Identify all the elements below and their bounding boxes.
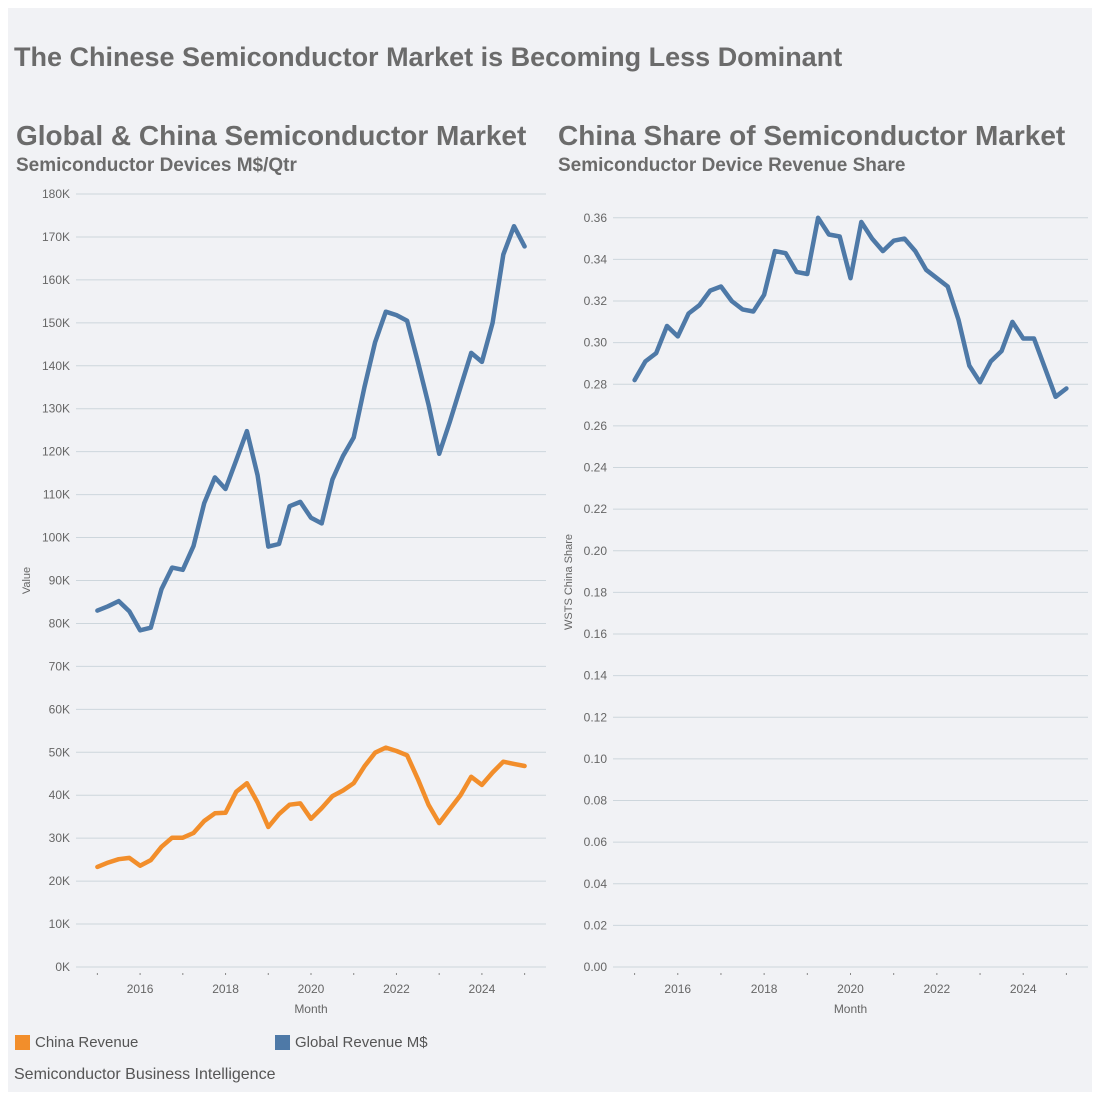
left-chart-y-tick-label: 150K (42, 316, 70, 330)
right-chart-y-tick-label: 0.22 (584, 502, 608, 516)
right-chart-y-tick-label: 0.14 (584, 669, 608, 683)
left-chart-y-tick-label: 80K (49, 616, 70, 630)
right-chart-y-tick-label: 0.16 (584, 627, 608, 641)
right-chart-y-tick-label: 0.06 (584, 835, 608, 849)
left-chart-y-tick-label: 170K (42, 230, 70, 244)
left-chart-y-tick-label: 160K (42, 273, 70, 287)
left-chart-title: Global & China Semiconductor Market (16, 120, 527, 151)
right-chart-x-tick-label: 2024 (1010, 982, 1037, 996)
left-chart-x-tick-label: 2016 (127, 982, 154, 996)
right-chart-y-axis-label: WSTS China Share (563, 534, 575, 630)
right-chart-y-tick-label: 0.12 (584, 710, 608, 724)
left-chart-y-tick-label: 140K (42, 359, 70, 373)
left-chart-y-tick-label: 120K (42, 445, 70, 459)
right-chart-x-tick-label: 2018 (751, 982, 778, 996)
left-chart-x-tick-label: 2024 (469, 982, 496, 996)
right-chart-x-axis-label: Month (834, 1002, 867, 1016)
right-chart-y-tick-label: 0.32 (584, 294, 608, 308)
right-chart-subtitle: Semiconductor Device Revenue Share (558, 155, 906, 176)
page-title: The Chinese Semiconductor Market is Beco… (14, 42, 843, 72)
left-chart-x-tick-label: 2022 (383, 982, 410, 996)
left-chart-x-tick-label: 2018 (212, 982, 239, 996)
right-chart-y-tick-label: 0.36 (584, 211, 608, 225)
left-chart-y-tick-label: 20K (49, 874, 70, 888)
right-chart-x-tick-label: 2016 (664, 982, 691, 996)
right-chart-y-tick-label: 0.10 (584, 752, 608, 766)
right-chart-y-tick-label: 0.28 (584, 377, 608, 391)
right-chart-y-tick-label: 0.34 (584, 252, 608, 266)
legend-item-global[interactable]: Global Revenue M$ (275, 1033, 428, 1051)
left-chart-y-tick-label: 130K (42, 402, 70, 416)
right-chart-y-tick-label: 0.30 (584, 336, 608, 350)
dashboard-background (8, 8, 1092, 1092)
right-chart-series-line-china-share[interactable] (632, 215, 1069, 400)
left-chart-y-tick-label: 60K (49, 702, 70, 716)
left-chart-y-tick-label: 100K (42, 531, 70, 545)
legend-label-china: China Revenue (35, 1033, 139, 1051)
right-chart-y-tick-label: 0.18 (584, 585, 608, 599)
legend-swatch-china (15, 1034, 30, 1050)
left-chart-y-tick-label: 70K (49, 659, 70, 673)
right-chart-y-tick-label: 0.04 (584, 877, 608, 891)
right-chart-y-tick-label: 0.00 (584, 960, 608, 974)
right-chart-y-tick-label: 0.02 (584, 918, 608, 932)
left-chart-y-tick-label: 180K (42, 187, 70, 201)
legend-label-global: Global Revenue M$ (295, 1033, 428, 1051)
left-chart-x-tick-label: 2020 (298, 982, 325, 996)
left-chart-y-tick-label: 10K (49, 917, 70, 931)
left-chart-series-line-global-revenue-m[interactable] (95, 223, 527, 633)
left-chart-subtitle: Semiconductor Devices M$/Qtr (16, 155, 297, 176)
footer-source: Semiconductor Business Intelligence (14, 1066, 276, 1083)
left-chart-series-line-china-revenue[interactable] (95, 745, 527, 870)
left-chart-y-tick-label: 110K (43, 488, 70, 502)
left-chart-y-tick-label: 90K (49, 574, 70, 588)
legend-item-china[interactable]: China Revenue (15, 1033, 138, 1051)
right-chart-x-tick-label: 2022 (924, 982, 951, 996)
right-chart-y-tick-label: 0.24 (584, 461, 608, 475)
right-chart-y-tick-label: 0.08 (584, 794, 608, 808)
left-chart-y-tick-label: 0K (55, 960, 70, 974)
right-chart-y-tick-label: 0.20 (584, 544, 608, 558)
right-chart-x-tick-label: 2020 (837, 982, 864, 996)
left-chart-y-tick-label: 30K (49, 831, 70, 845)
right-chart-y-tick-label: 0.26 (584, 419, 608, 433)
left-chart-y-axis-label: Value (21, 567, 33, 594)
left-chart-y-tick-label: 40K (49, 788, 70, 802)
left-chart-x-axis-label: Month (294, 1002, 327, 1016)
legend-swatch-global (275, 1034, 290, 1050)
left-chart-y-tick-label: 50K (49, 745, 70, 759)
right-chart-title: China Share of Semiconductor Market (558, 120, 1066, 151)
